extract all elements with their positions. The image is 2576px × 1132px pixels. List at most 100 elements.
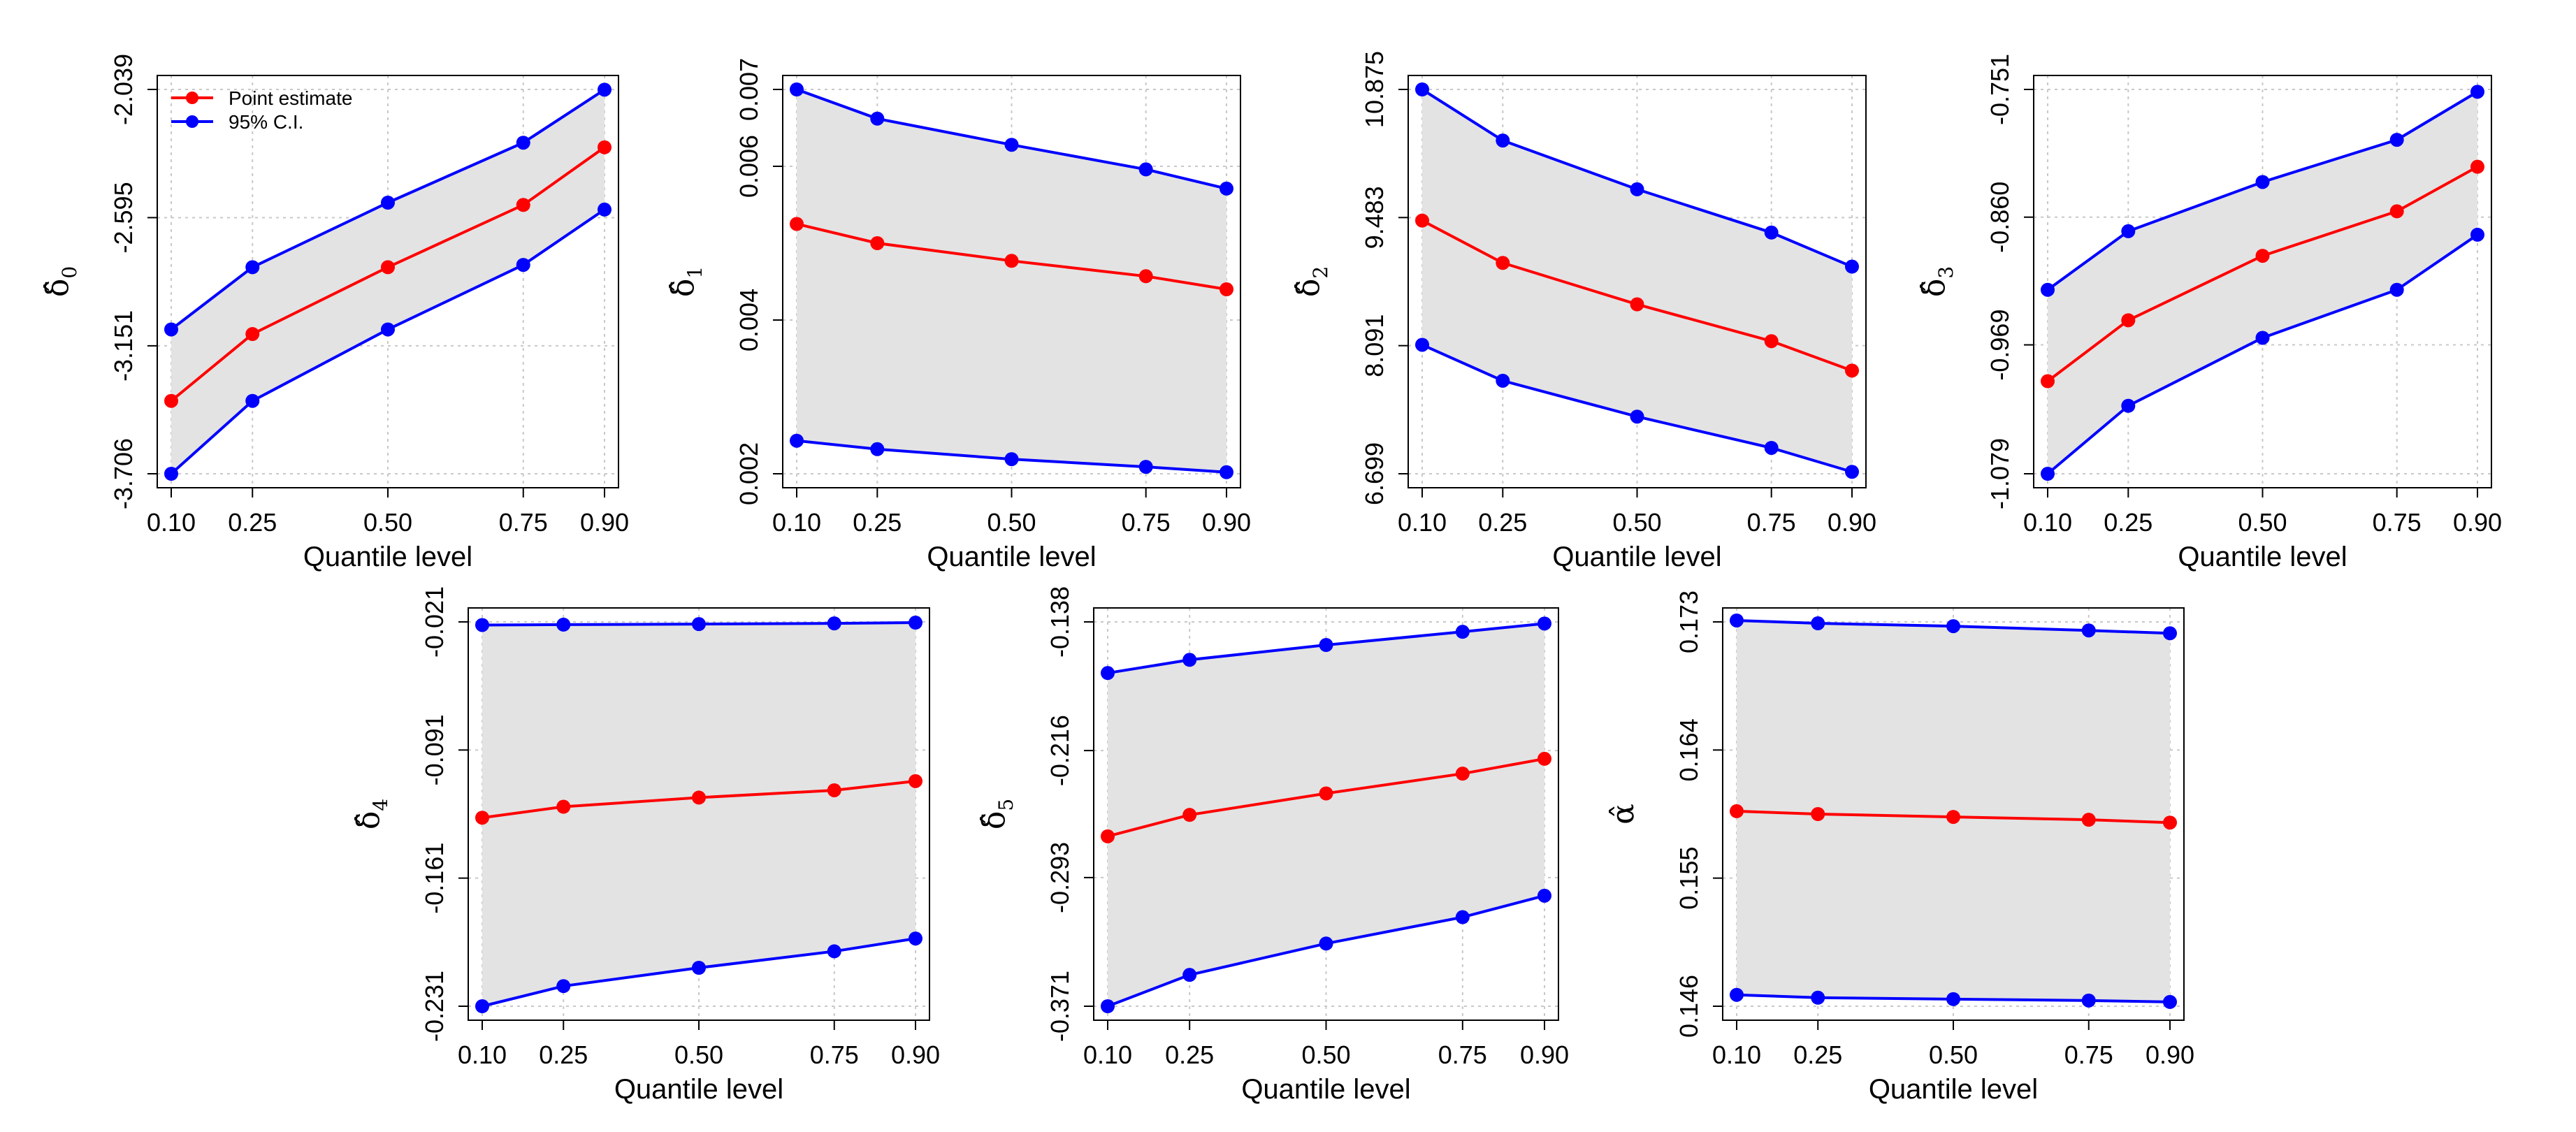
ci-marker — [1319, 638, 1333, 653]
ci-marker — [909, 931, 922, 946]
legend-entry: Point estimate — [229, 87, 352, 109]
ci-marker — [870, 111, 885, 126]
x-axis-label: Quantile level — [2178, 542, 2347, 572]
y-tick-label: -0.161 — [420, 843, 449, 914]
y-axis-label: α̂ — [1605, 804, 1641, 825]
x-tick-label: 0.50 — [674, 1040, 723, 1069]
y-tick-label: 0.173 — [1674, 590, 1703, 653]
y-tick-label: -0.021 — [420, 586, 449, 658]
x-tick-label: 0.25 — [853, 508, 902, 537]
ci-marker — [2121, 398, 2136, 413]
ci-marker — [1764, 225, 1779, 240]
y-tick-label: 0.002 — [735, 442, 763, 505]
ci-marker — [245, 260, 260, 275]
point-estimate-marker — [2041, 374, 2055, 389]
x-tick-label: 0.10 — [1398, 508, 1447, 537]
x-tick-label: 0.50 — [1301, 1040, 1350, 1069]
x-tick-label: 0.50 — [1612, 508, 1661, 537]
y-tick-label: -0.371 — [1045, 971, 1074, 1042]
ci-marker — [909, 616, 922, 630]
point-estimate-marker — [1811, 807, 1825, 821]
x-tick-label: 0.25 — [1793, 1040, 1842, 1069]
ci-marker — [2163, 994, 2177, 1009]
x-tick-label: 0.75 — [499, 508, 548, 537]
ci-marker — [790, 82, 804, 96]
x-tick-label: 0.50 — [987, 508, 1036, 537]
y-tick-label: -3.151 — [109, 310, 138, 382]
point-estimate-marker — [827, 783, 841, 797]
x-tick-label: 0.50 — [2238, 508, 2287, 537]
point-estimate-marker — [1537, 751, 1551, 766]
ci-marker — [516, 258, 530, 273]
x-tick-label: 0.90 — [1828, 508, 1876, 537]
y-axis-label: δ̂1 — [665, 266, 707, 297]
ci-marker — [1537, 616, 1551, 631]
ci-marker — [1630, 182, 1644, 196]
y-tick-label: 8.091 — [1360, 314, 1389, 377]
point-estimate-marker — [1496, 256, 1510, 270]
ci-marker — [1004, 138, 1019, 152]
ci-band — [2048, 92, 2477, 474]
x-tick-label: 0.25 — [2104, 508, 2152, 537]
ci-marker — [1101, 999, 1115, 1013]
ci-marker — [1455, 625, 1470, 639]
y-tick-label: -0.091 — [420, 714, 449, 785]
ci-marker — [1811, 990, 1825, 1005]
x-axis-label: Quantile level — [927, 542, 1096, 572]
y-tick-label: -0.293 — [1045, 842, 1074, 913]
y-tick-label: 0.007 — [735, 58, 763, 121]
x-tick-label: 0.25 — [1478, 508, 1527, 537]
point-estimate-marker — [1319, 786, 1333, 801]
point-estimate-marker — [1630, 297, 1644, 312]
y-tick-label: 0.155 — [1674, 847, 1703, 910]
ci-band — [797, 89, 1227, 472]
point-estimate-marker — [2121, 313, 2136, 328]
ci-marker — [164, 322, 178, 337]
ci-marker — [2121, 224, 2136, 238]
ci-marker — [381, 322, 395, 337]
ci-marker — [1496, 373, 1510, 388]
x-axis-label: Quantile level — [1869, 1074, 2038, 1105]
ci-marker — [2041, 282, 2055, 297]
y-tick-label: -2.039 — [109, 54, 138, 125]
y-tick-label: 6.699 — [1360, 442, 1389, 505]
ci-marker — [2081, 993, 2096, 1008]
point-estimate-marker — [692, 790, 706, 805]
x-tick-label: 0.75 — [1438, 1040, 1487, 1069]
x-tick-label: 0.50 — [1929, 1040, 1978, 1069]
y-axis-label: δ̂4 — [351, 799, 392, 829]
ci-marker — [164, 467, 178, 481]
x-tick-label: 0.10 — [772, 508, 821, 537]
ci-marker — [1182, 653, 1197, 667]
legend-entry: 95% C.I. — [229, 111, 303, 133]
point-estimate-marker — [1764, 334, 1779, 349]
ci-marker — [1946, 992, 1960, 1006]
ci-marker — [2389, 282, 2404, 297]
ci-band — [1108, 623, 1544, 1006]
ci-marker — [475, 618, 489, 632]
x-axis-label: Quantile level — [1241, 1074, 1410, 1105]
y-tick-label: -3.706 — [109, 438, 138, 509]
point-estimate-marker — [1946, 810, 1960, 825]
point-estimate-marker — [475, 811, 489, 825]
x-tick-label: 0.90 — [2453, 508, 2502, 537]
ci-marker — [245, 393, 260, 408]
ci-marker — [2041, 467, 2055, 481]
ci-marker — [1845, 259, 1859, 274]
x-tick-label: 0.75 — [2064, 1040, 2113, 1069]
y-axis-subscript: 3 — [1934, 266, 1958, 279]
y-axis-symbol: α̂ — [1605, 804, 1641, 825]
y-axis-subscript: 4 — [369, 799, 392, 811]
ci-marker — [870, 442, 885, 456]
ci-marker — [1415, 338, 1429, 352]
x-tick-label: 0.10 — [458, 1040, 507, 1069]
ci-band — [482, 623, 916, 1006]
x-tick-label: 0.10 — [1712, 1040, 1761, 1069]
ci-band — [1422, 89, 1852, 472]
x-tick-label: 0.25 — [1165, 1040, 1214, 1069]
ci-marker — [381, 195, 395, 210]
ci-marker — [516, 136, 530, 150]
y-axis-symbol: δ̂ — [665, 279, 701, 298]
point-estimate-marker — [516, 198, 530, 212]
ci-marker — [2255, 331, 2270, 345]
